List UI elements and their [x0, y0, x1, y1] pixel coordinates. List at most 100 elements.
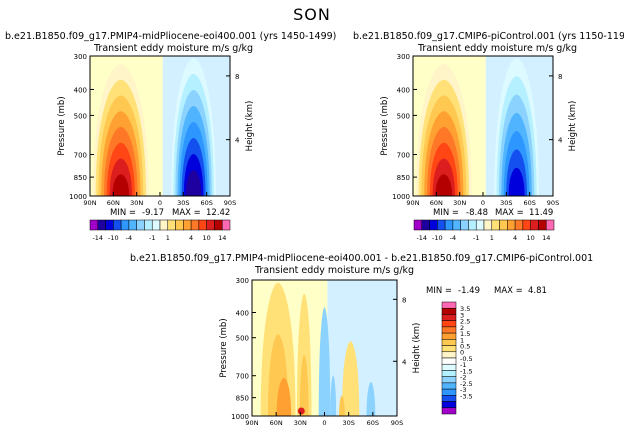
height-tick-label: 4 — [402, 358, 407, 366]
negative-region-shade — [327, 280, 397, 416]
colorbar-label: 2.5 — [460, 318, 470, 326]
right-axis-label: Height (km) — [568, 101, 578, 152]
colorbar-label: -2 — [460, 374, 466, 382]
y-tick-label: 700 — [74, 152, 87, 160]
panel-3-min-label: MIN = — [426, 286, 453, 296]
colorbar-box — [198, 219, 207, 231]
colorbar-box — [522, 219, 531, 231]
x-tick-label: 30S — [342, 419, 354, 427]
colorbar-box — [441, 320, 457, 328]
colorbar-box — [441, 301, 457, 309]
colorbar-box — [413, 219, 423, 231]
colorbar-box — [190, 219, 200, 231]
panel-2-plot: 90N 60N 30N 0 30S 60S 90S 300 400 500 700 850 1000 8 4… — [380, 53, 578, 207]
colorbar-box — [437, 219, 446, 231]
colorbar-label: -4 — [450, 234, 456, 242]
colorbar-box — [441, 332, 457, 340]
colorbar-box — [183, 219, 192, 231]
colorbar-label: 1.5 — [460, 330, 470, 338]
y-tick-label: 400 — [397, 86, 410, 94]
positive-contour-8 — [112, 174, 130, 196]
colorbar-label: 2 — [460, 324, 464, 332]
right-axis-label: Height (km) — [245, 101, 255, 152]
diff-negative-contour-2 — [330, 375, 337, 416]
panel-3-colorbar: 3.532.521.510.50-0.5-1-1.5-2-2.5-3-3.5 — [441, 301, 473, 415]
panel-1-plot: 90N 60N 30N 0 30S 60S 90S 300 400 500 700 850 1000 8 4… — [57, 53, 255, 207]
colorbar-box — [491, 219, 500, 231]
diff-positive-contour-3 — [276, 377, 292, 416]
colorbar-box — [206, 219, 215, 231]
height-tick-label: 4 — [558, 137, 563, 145]
x-tick-label: 90N — [406, 199, 419, 207]
colorbar-box — [167, 219, 176, 231]
negative-contour-7 — [508, 167, 525, 196]
colorbar-box — [545, 219, 555, 231]
colorbar-box — [89, 219, 99, 231]
colorbar-label: 3.5 — [460, 305, 470, 313]
colorbar-box — [151, 219, 161, 231]
colorbar-box — [214, 219, 223, 231]
colorbar-box — [475, 219, 485, 231]
panel-2-title: b.e21.B1850.f09_g17.CMIP6-piControl.001 … — [353, 31, 624, 42]
x-tick-label: 30N — [453, 199, 466, 207]
colorbar-box — [120, 219, 130, 231]
x-tick-label: 30N — [130, 199, 143, 207]
x-tick-label: 60N — [270, 419, 283, 427]
colorbar-label: -3 — [460, 386, 466, 394]
colorbar-box — [221, 219, 231, 231]
panel-1-max-label: MAX = — [172, 208, 201, 218]
diff-positive-contour-6 — [341, 341, 360, 416]
x-tick-label: 60N — [430, 199, 443, 207]
y-tick-label: 500 — [236, 335, 249, 343]
colorbar-label: -14 — [92, 234, 103, 242]
colorbar-box — [175, 219, 184, 231]
x-tick-label: 60S — [523, 199, 535, 207]
colorbar-label: 1 — [166, 234, 170, 242]
panel-3-title: b.e21.B1850.f09_g17.PMIP4-midPliocene-eo… — [130, 253, 594, 264]
colorbar-box — [105, 219, 114, 231]
y-tick-label: 700 — [236, 373, 249, 381]
colorbar-label: 1 — [490, 234, 494, 242]
colorbar-box — [441, 357, 457, 365]
x-tick-label: 0 — [158, 199, 162, 207]
y-tick-label: 850 — [236, 395, 249, 403]
y-tick-label: 400 — [74, 86, 87, 94]
panel-2-subtitle: Transient eddy moisture m/s g/kg — [418, 43, 578, 54]
x-tick-label: 90N — [83, 199, 96, 207]
colorbar-box — [452, 219, 461, 231]
colorbar-box — [441, 351, 457, 359]
diff-negative-contour-3 — [366, 382, 376, 416]
colorbar-box — [441, 339, 457, 346]
colorbar-box — [429, 219, 438, 231]
panel-3-max-value: 4.81 — [528, 286, 547, 296]
colorbar-box — [441, 363, 457, 371]
colorbar-label: -3.5 — [460, 392, 473, 400]
colorbar-label: -14 — [416, 234, 427, 242]
colorbar-label: 4 — [189, 234, 193, 242]
y-tick-label: 300 — [74, 53, 87, 61]
colorbar-label: -10 — [432, 234, 443, 242]
colorbar-label: -4 — [126, 234, 132, 242]
y-tick-label: 700 — [397, 152, 410, 160]
colorbar-box — [530, 219, 539, 231]
y-tick-label: 500 — [74, 112, 87, 120]
colorbar-box — [441, 314, 457, 321]
colorbar-box — [441, 395, 457, 402]
x-tick-label: 0 — [481, 199, 485, 207]
colorbar-box — [421, 219, 430, 231]
panel-2-max-label: MAX = — [495, 208, 524, 218]
colorbar-box — [441, 307, 457, 315]
y-tick-label: 300 — [397, 53, 410, 61]
colorbar-box — [159, 219, 169, 231]
colorbar-label: -1.5 — [460, 367, 473, 375]
panel-1-min-label: MIN = — [110, 208, 137, 218]
height-tick-label: 8 — [235, 73, 239, 81]
y-tick-label: 500 — [397, 112, 410, 120]
x-tick-label: 30S — [500, 199, 512, 207]
negative-contour-8 — [185, 170, 202, 196]
colorbar-box — [136, 219, 145, 231]
panel-3-min-value: -1.49 — [458, 286, 480, 296]
panel-3-max-label: MAX = — [494, 286, 523, 296]
colorbar-label: 14 — [542, 234, 550, 242]
y-axis-label: Pressure (mb) — [380, 96, 390, 155]
